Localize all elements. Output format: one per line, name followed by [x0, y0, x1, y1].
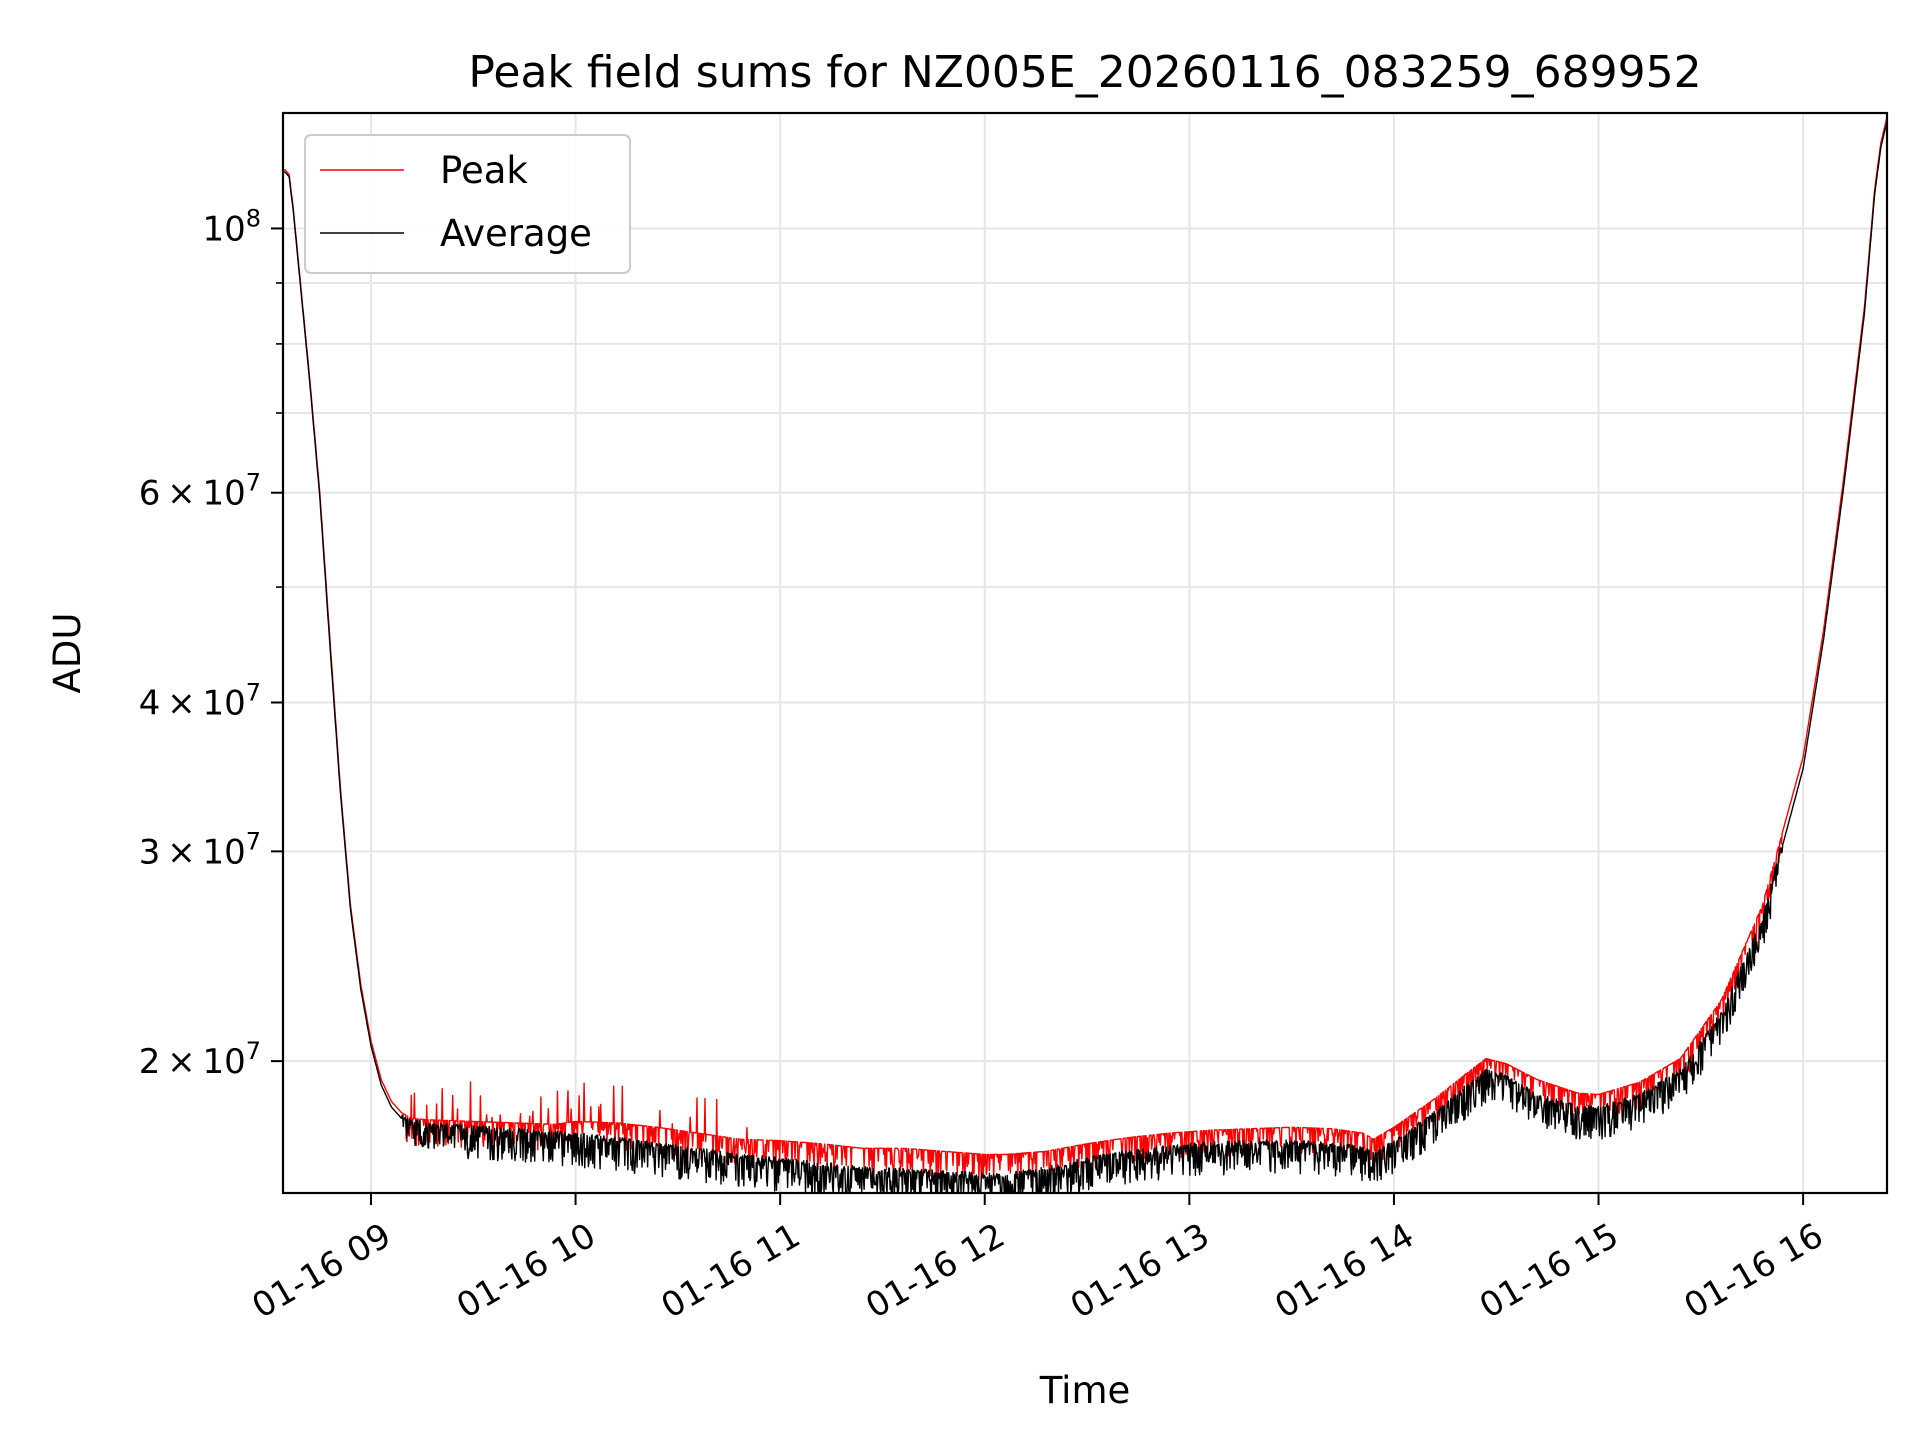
y-tick-label: 4 × 107: [139, 679, 261, 724]
x-axis-label: Time: [1039, 1369, 1131, 1412]
y-tick-label: 108: [202, 204, 261, 249]
plot-frame: [281, 111, 1889, 1195]
legend-label-average: Average: [440, 212, 592, 255]
chart-title: Peak field sums for NZ005E_20260116_0832…: [468, 47, 1701, 98]
series-line-peak: [282, 117, 1888, 1181]
y-tick-label: 3 × 107: [139, 827, 261, 872]
legend-label-peak: Peak: [440, 149, 528, 192]
y-axis-ticks: 2 × 107 3 × 107 4 × 107 6 × 107 108: [139, 204, 283, 1082]
y-tick-label: 2 × 107: [139, 1037, 261, 1082]
y-axis-label: ADU: [46, 613, 89, 694]
y-tick-label: 6 × 107: [139, 469, 261, 514]
grid: [283, 113, 1887, 1193]
legend: Peak Average: [304, 134, 631, 274]
series-line-average: [282, 121, 1888, 1194]
series-lines: [282, 117, 1888, 1194]
